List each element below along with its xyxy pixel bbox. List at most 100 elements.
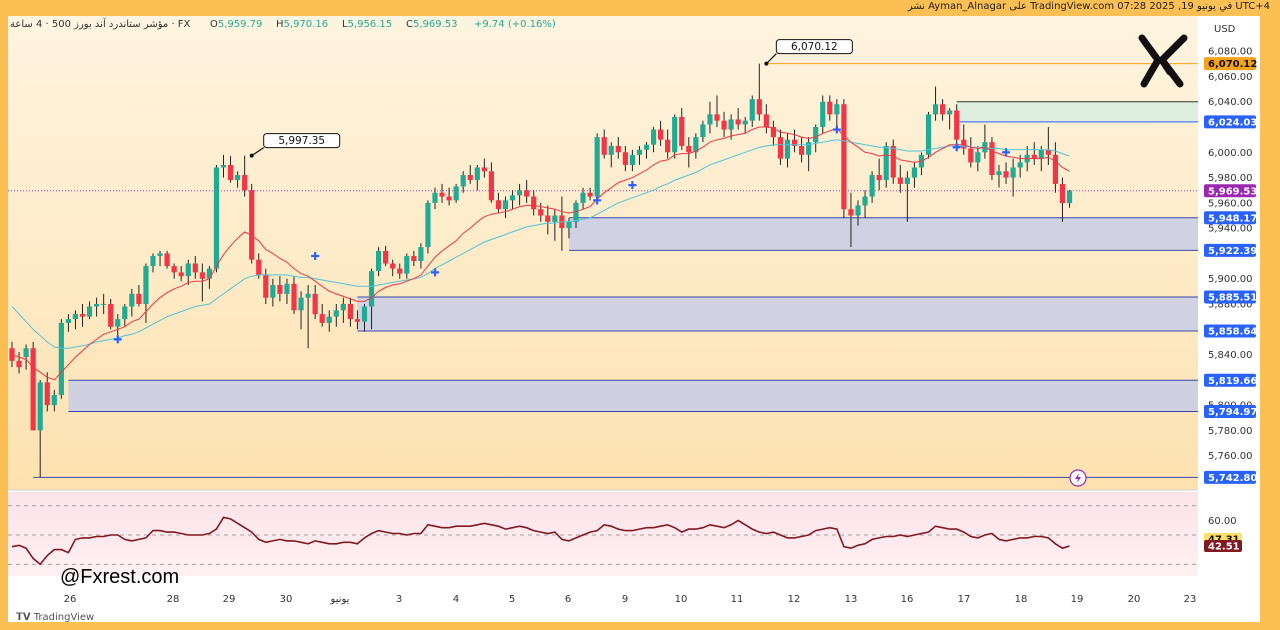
candle (136, 285, 142, 307)
candle-body (728, 119, 734, 130)
callout-pointer (251, 147, 265, 157)
candle-body (679, 116, 685, 146)
candle-body (37, 382, 43, 431)
candle-body (1045, 149, 1051, 155)
alert-icon[interactable] (1069, 469, 1087, 487)
price-tick: 5,980.00 (1208, 173, 1253, 184)
candle-body (354, 319, 361, 322)
candle (157, 250, 163, 267)
price-tick: 6,060.00 (1208, 72, 1253, 83)
candle (841, 99, 847, 219)
price-axis[interactable]: 6,080.00 6,060.00 6,040.00 6,000.00 5,980.00… (1198, 16, 1260, 622)
candle-body (756, 99, 762, 115)
time-axis[interactable]: 26 28 29 30 يونيو 3 4 5 6 9 10 11 12 13 16 17 18 19 20 23 (64, 594, 1197, 605)
candle-body (178, 272, 184, 277)
candle-body (340, 303, 346, 311)
candle (693, 133, 699, 159)
candle (404, 253, 410, 279)
candle-body (227, 164, 234, 181)
candle-body (411, 255, 417, 261)
candle-body (1031, 154, 1037, 159)
rsi-label: 47.31 (1208, 534, 1240, 545)
x-logo-icon (1138, 34, 1188, 88)
candle (397, 263, 403, 279)
currency-label[interactable]: USD (1214, 24, 1236, 35)
candle (305, 285, 311, 349)
cross-marker-icon (431, 268, 439, 277)
candle (235, 171, 241, 188)
candle (961, 124, 967, 155)
candle-body (622, 152, 628, 165)
candle (108, 298, 114, 330)
candle (37, 379, 43, 478)
zone (568, 217, 1198, 251)
candle-body (460, 175, 466, 187)
candle-body (855, 205, 861, 216)
price-label-bg (1204, 324, 1256, 338)
tradingview-logo-icon: 𝗧𝗩 (16, 612, 34, 623)
cross-marker-icon (311, 251, 320, 260)
callout-box (775, 39, 853, 55)
candle-body (333, 310, 339, 317)
candle (143, 263, 149, 323)
candle-body (1017, 162, 1023, 168)
price-label-bg (1204, 290, 1256, 304)
candles[interactable] (9, 63, 1073, 478)
price-label: 5,742.80 (1208, 473, 1257, 484)
candle-body (580, 192, 586, 203)
candle (608, 142, 614, 168)
candle-body (467, 175, 473, 181)
candle (171, 263, 177, 279)
candle (277, 276, 283, 302)
candle-body (185, 263, 191, 277)
candle (552, 209, 558, 241)
price-label-bg (1204, 243, 1256, 257)
candle (30, 341, 36, 431)
candle (700, 120, 706, 143)
candle (517, 183, 523, 206)
cross-marker-icon (952, 143, 961, 152)
candle-body (848, 209, 854, 216)
candle (354, 310, 361, 330)
ohlc-open: O5,959.79 (210, 19, 262, 30)
time-tick: 6 (565, 594, 571, 605)
chart-frame[interactable]: 6,080.00 6,060.00 6,040.00 6,000.00 5,980.00… (8, 16, 1260, 622)
candle-body (566, 221, 572, 229)
candle-body (326, 316, 332, 323)
candle-body (714, 114, 720, 121)
candle (213, 164, 220, 273)
time-tick: 20 (1128, 594, 1141, 605)
candle-body (270, 285, 276, 298)
candle (658, 120, 664, 146)
candle (813, 124, 819, 153)
candle (94, 297, 100, 317)
candle-body (552, 215, 558, 222)
candle (227, 156, 234, 183)
time-tick: 16 (901, 594, 914, 605)
candle-body (150, 255, 156, 267)
price-zones (68, 101, 1198, 412)
candle-body (397, 268, 403, 274)
time-tick: 10 (675, 594, 688, 605)
candle-body (164, 253, 170, 267)
candle (735, 108, 741, 130)
candle-body (439, 192, 445, 197)
candle-body (1052, 154, 1058, 184)
candle (185, 259, 191, 286)
time-tick: 29 (223, 594, 236, 605)
candle-body (573, 202, 579, 222)
candle (862, 190, 868, 219)
chart-canvas[interactable]: 6,080.00 6,060.00 6,040.00 6,000.00 5,980.00… (8, 16, 1260, 622)
candle (86, 301, 93, 320)
candle-body (869, 175, 875, 197)
candle-body (376, 250, 382, 272)
candle-body (495, 200, 502, 210)
time-tick: 5 (509, 594, 515, 605)
candle (629, 149, 635, 172)
price-label-bg (1204, 115, 1256, 129)
time-tick: 3 (396, 594, 402, 605)
candle (855, 200, 861, 226)
candle-body (524, 190, 530, 197)
candle-body (453, 186, 459, 201)
time-tick: 30 (280, 594, 293, 605)
